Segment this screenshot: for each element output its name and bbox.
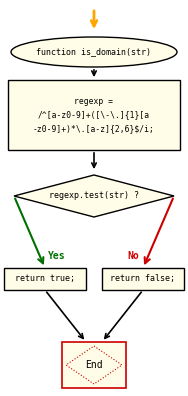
Text: Yes: Yes	[48, 251, 66, 261]
Text: No: No	[127, 251, 139, 261]
Text: End: End	[85, 360, 103, 370]
Text: regexp =
/^[a-z0-9]+([\-\.]{1}[a
-z0-9]+)*\.[a-z]{2,6}$/i;: regexp = /^[a-z0-9]+([\-\.]{1}[a -z0-9]+…	[33, 97, 155, 133]
Ellipse shape	[11, 37, 177, 67]
Polygon shape	[14, 175, 174, 217]
Text: return true;: return true;	[15, 274, 75, 284]
FancyBboxPatch shape	[102, 268, 184, 290]
FancyBboxPatch shape	[4, 268, 86, 290]
FancyBboxPatch shape	[8, 80, 180, 150]
FancyBboxPatch shape	[62, 342, 126, 388]
Text: return false;: return false;	[111, 274, 176, 284]
Text: regexp.test(str) ?: regexp.test(str) ?	[49, 192, 139, 200]
Text: function is_domain(str): function is_domain(str)	[36, 48, 152, 57]
